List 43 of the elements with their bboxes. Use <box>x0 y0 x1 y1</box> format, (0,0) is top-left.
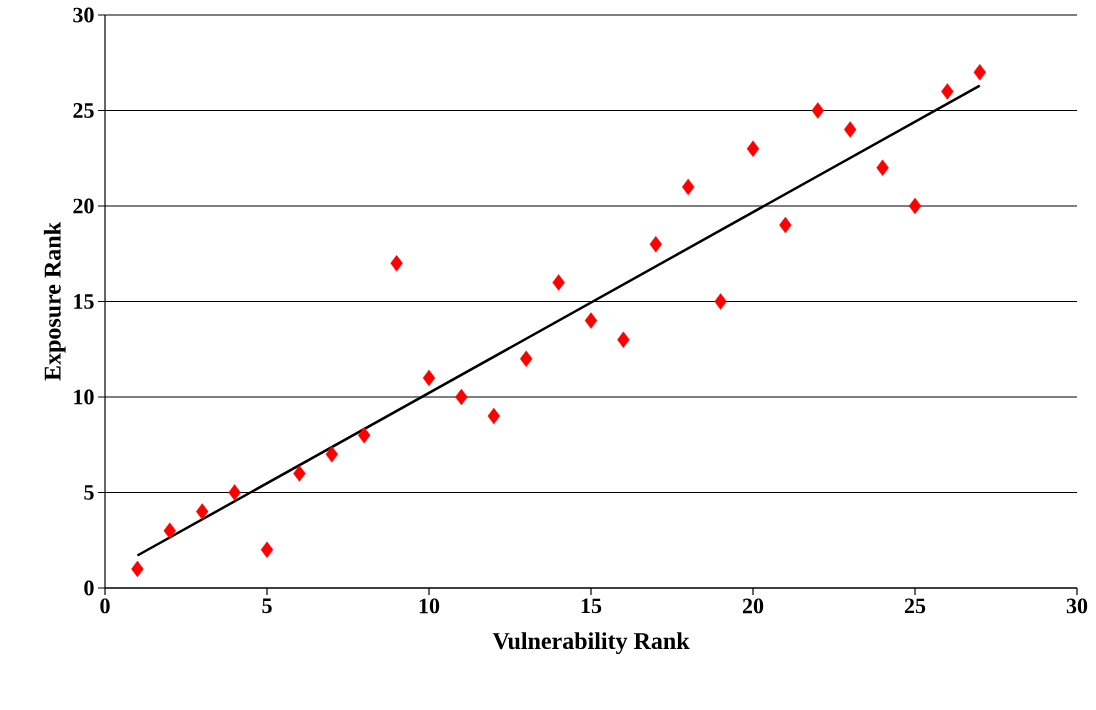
y-tick-label: 25 <box>73 103 94 118</box>
x-tick-label: 10 <box>419 598 440 614</box>
y-tick-label: 10 <box>74 389 94 405</box>
point <box>746 140 760 157</box>
point <box>617 331 630 348</box>
point <box>163 522 177 539</box>
x-axis-title: Vulnerability Rank <box>492 632 690 655</box>
x-tick-label: 5 <box>262 598 272 614</box>
point <box>358 426 371 444</box>
point <box>260 541 274 558</box>
x-tick-label: 30 <box>1066 598 1088 614</box>
point <box>811 102 824 119</box>
y-tick-label: 20 <box>73 198 94 214</box>
point <box>455 388 468 406</box>
point <box>973 64 986 81</box>
x-tick-label: 15 <box>581 598 602 614</box>
y-tick-label: 30 <box>73 7 94 23</box>
point <box>649 235 662 253</box>
point <box>876 159 889 176</box>
point <box>908 197 922 215</box>
y-tick-label: 0 <box>84 580 94 596</box>
y-tick-label: 15 <box>74 294 94 309</box>
point <box>228 484 241 501</box>
x-tick-label: 20 <box>742 598 764 614</box>
y-tick-label: 5 <box>84 485 94 500</box>
point <box>487 407 500 425</box>
point <box>131 560 144 578</box>
point <box>844 121 857 138</box>
point <box>520 350 533 367</box>
point <box>941 83 954 100</box>
point <box>196 503 209 520</box>
point <box>422 369 436 387</box>
point <box>714 293 727 310</box>
point <box>325 446 339 463</box>
x-tick-label: 0 <box>100 598 110 614</box>
point <box>390 255 403 272</box>
point <box>293 465 306 482</box>
point <box>682 178 695 196</box>
point <box>779 216 792 234</box>
x-tick-label: 25 <box>904 598 926 614</box>
point <box>584 312 598 329</box>
point <box>552 274 565 291</box>
y-axis-title: Exposure Rank <box>43 222 66 381</box>
